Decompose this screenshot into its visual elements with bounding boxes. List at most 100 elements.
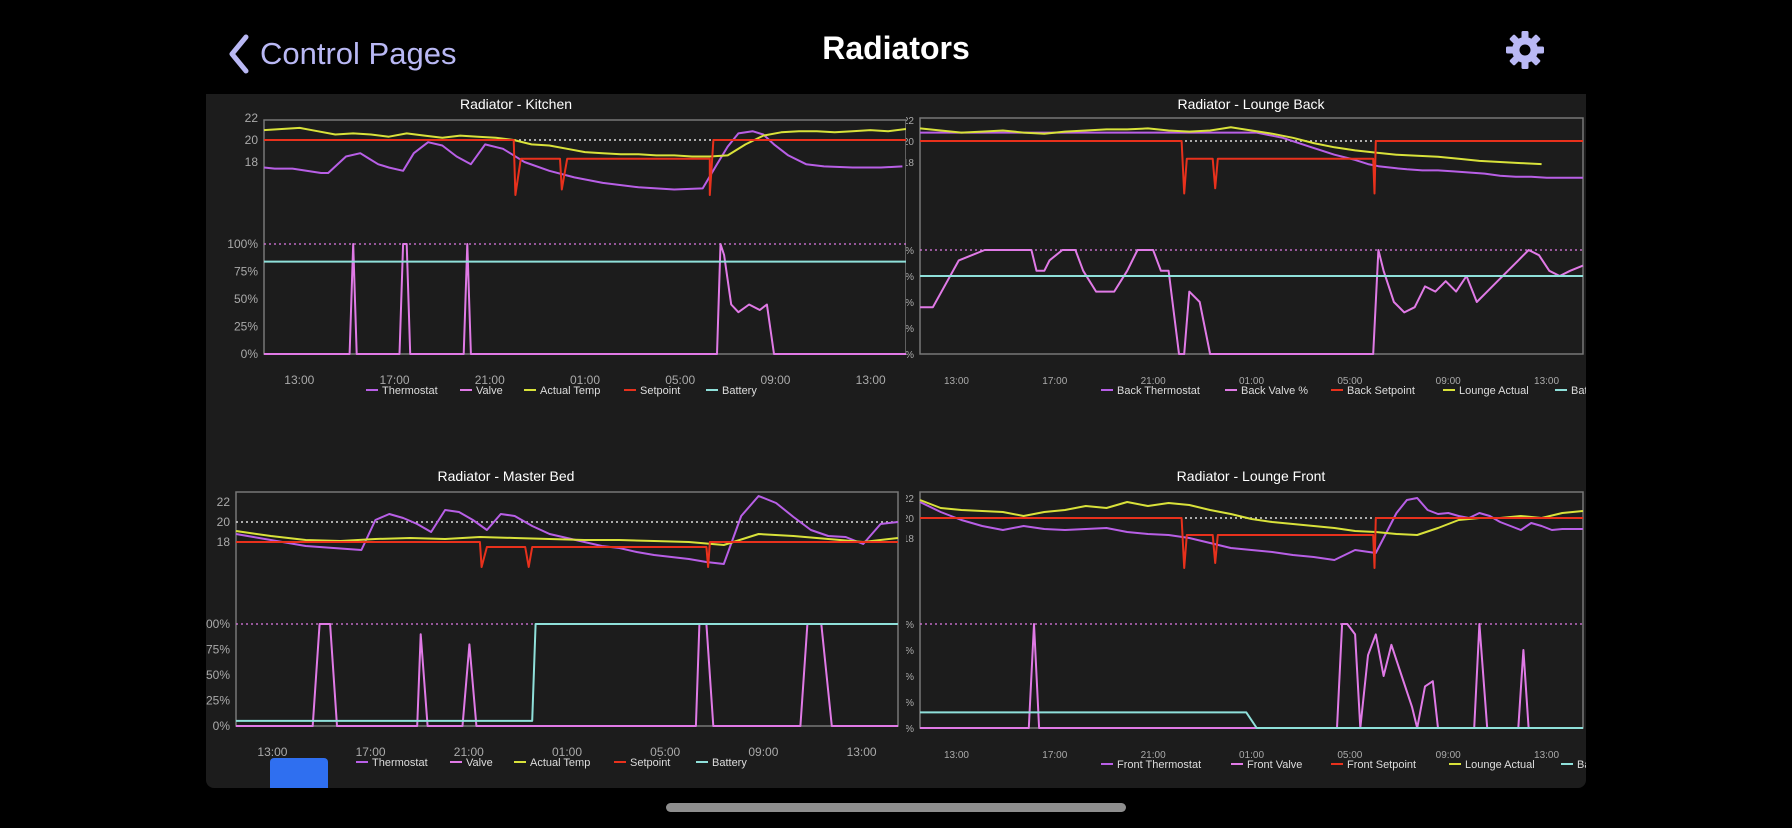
pct-tick-label: 100% (227, 237, 258, 251)
temp-tick-label: 18 (217, 535, 231, 549)
back-button[interactable]: Control Pages (228, 28, 456, 80)
x-tick-label: 21:00 (1141, 376, 1166, 387)
gear-icon[interactable] (1505, 30, 1545, 70)
legend-label: Actual Temp (540, 385, 600, 397)
x-tick-label: 13:00 (257, 745, 287, 759)
chart-lounge-front: Radiator - Lounge Front 22 20 18 100% 75% 50% 2… (906, 468, 1586, 771)
x-tick-label: 01:00 (552, 745, 582, 759)
legend-label: Back Setpoint (1347, 385, 1415, 397)
pct-tick-label: 75% (234, 265, 258, 279)
pct-tick-label: 0% (906, 350, 914, 361)
temp-tick-label: 22 (906, 116, 914, 127)
floating-tab-button[interactable] (270, 758, 328, 788)
home-indicator[interactable] (666, 803, 1126, 812)
pct-tick-label: 25% (234, 320, 258, 334)
x-tick-label: 17:00 (356, 745, 386, 759)
series-line-front-setpoint (920, 517, 1583, 569)
series-line-battery (920, 711, 1583, 729)
x-tick-label: 09:00 (760, 373, 790, 387)
plot-frame (919, 117, 1584, 355)
chart-title: Radiator - Kitchen (460, 96, 572, 112)
series-line-front-thermostat (919, 497, 1583, 561)
series-line-lounge-actual (919, 126, 1542, 166)
pct-tick-label: 100% (206, 617, 230, 631)
x-tick-label: 21:00 (475, 373, 505, 387)
chevron-left-icon (229, 34, 249, 74)
temp-tick-label: 20 (217, 515, 231, 529)
legend-label: Battery (712, 757, 747, 769)
x-tick-label: 01:00 (570, 373, 600, 387)
x-tick-label: 17:00 (1042, 750, 1067, 761)
series-line-back-valve- (920, 249, 1584, 355)
pct-tick-label: 75% (906, 272, 914, 283)
legend-label: Actual Temp (530, 757, 590, 769)
series-line-back-setpoint (920, 140, 1583, 195)
temp-tick-label: 20 (245, 133, 259, 147)
chart-master-bed: Radiator - Master Bed 22 20 18 100% 75% 50% 25%… (206, 468, 899, 769)
pct-tick-label: 0% (241, 347, 259, 361)
pct-tick-label: 75% (906, 646, 914, 657)
series-line-setpoint (236, 541, 898, 568)
x-tick-label: 13:00 (944, 376, 969, 387)
pct-tick-label: 50% (906, 298, 914, 309)
pct-tick-label: 0% (213, 719, 231, 733)
chart-title: Radiator - Lounge Front (1177, 468, 1326, 484)
x-tick-label: 13:00 (847, 745, 877, 759)
charts-panel[interactable] (206, 94, 1586, 788)
legend-label: Front Thermostat (1117, 759, 1201, 771)
legend-label: Back Thermostat (1117, 385, 1200, 397)
legend-label: Lounge Actual (1465, 759, 1535, 771)
x-tick-label: 01:00 (1239, 750, 1264, 761)
series-line-battery (236, 623, 898, 722)
chart-title: Radiator - Lounge Back (1177, 96, 1325, 112)
chart-title: Radiator - Master Bed (438, 468, 575, 484)
temp-tick-label: 18 (906, 158, 914, 169)
temp-tick-label: 22 (217, 495, 231, 509)
series-line-front-valve (920, 623, 1583, 729)
x-tick-label: 17:00 (380, 373, 410, 387)
pct-tick-label: 50% (234, 292, 258, 306)
legend-label: Front Valve (1247, 759, 1302, 771)
legend-label: Battery (1577, 759, 1586, 771)
x-tick-label: 09:00 (748, 745, 778, 759)
legend-label: Thermostat (382, 385, 438, 397)
pct-tick-label: 75% (206, 643, 230, 657)
pct-tick-label: 0% (906, 724, 914, 735)
legend-label: Setpoint (640, 385, 680, 397)
series-line-thermostat (263, 130, 903, 191)
legend-label: Battery (722, 385, 757, 397)
series-line-actual-temp (235, 530, 899, 546)
x-tick-label: 09:00 (1436, 750, 1461, 761)
chart-lounge-back: Radiator - Lounge Back 22 20 18 100% 75% 50% 25… (906, 96, 1586, 397)
x-tick-label: 21:00 (1141, 750, 1166, 761)
page-title: Radiators (822, 30, 970, 66)
legend-label: Valve (476, 385, 503, 397)
x-tick-label: 13:00 (1534, 750, 1559, 761)
x-tick-label: 05:00 (1337, 376, 1362, 387)
temp-tick-label: 20 (906, 137, 914, 148)
plot-frame (263, 119, 906, 355)
series-line-thermostat (235, 495, 899, 565)
pct-tick-label: 25% (906, 324, 914, 335)
pct-tick-label: 100% (906, 246, 914, 257)
temp-tick-label: 22 (245, 111, 259, 125)
x-tick-label: 13:00 (856, 373, 886, 387)
legend-label: Battery (1571, 385, 1586, 397)
x-tick-label: 13:00 (284, 373, 314, 387)
temp-tick-label: 18 (245, 155, 259, 169)
series-line-actual-temp (263, 126, 906, 158)
series-line-valve (264, 243, 906, 355)
legend-label: Setpoint (630, 757, 670, 769)
temp-tick-label: 20 (906, 514, 914, 525)
legend-label: Front Setpoint (1347, 759, 1416, 771)
x-tick-label: 05:00 (665, 373, 695, 387)
series-line-valve (236, 623, 898, 727)
temp-tick-label: 18 (906, 534, 914, 545)
chart-kitchen: Radiator - Kitchen 22 20 18 100% 75% 50% 25% 0% 1… (227, 96, 906, 397)
back-label: Control Pages (260, 36, 457, 71)
pct-tick-label: 100% (906, 620, 914, 631)
x-tick-label: 17:00 (1042, 376, 1067, 387)
x-tick-label: 05:00 (1337, 750, 1362, 761)
pct-tick-label: 50% (206, 668, 230, 682)
pct-tick-label: 50% (906, 672, 914, 683)
